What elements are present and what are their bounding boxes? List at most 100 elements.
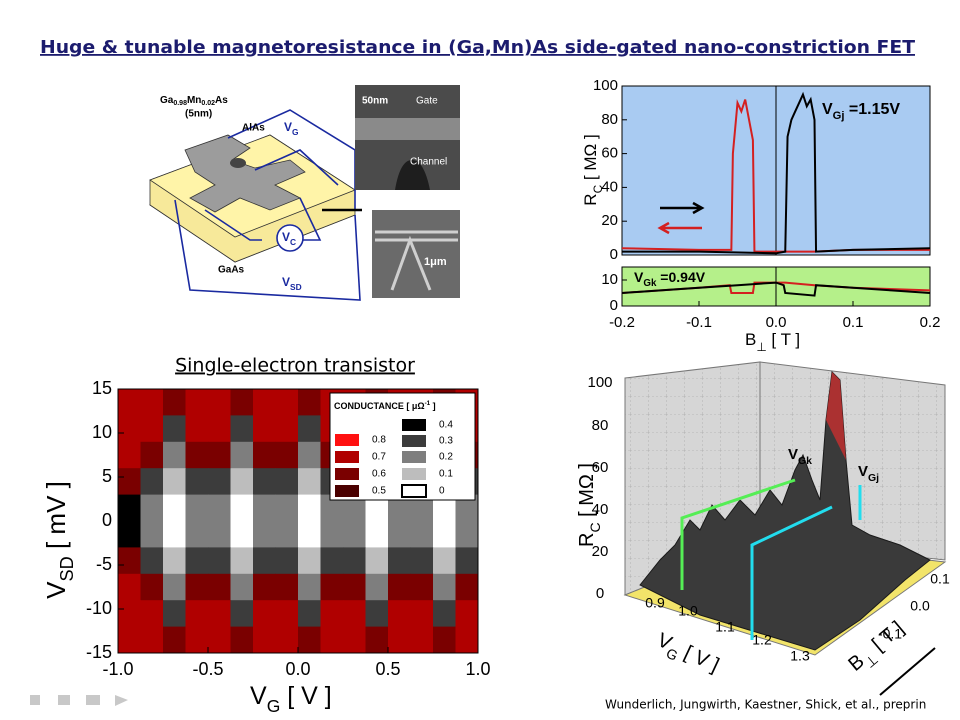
wires [174, 109, 362, 301]
heat-cell [298, 547, 321, 575]
heat-cell [185, 468, 209, 496]
text-part: -1 [425, 400, 431, 407]
x-tick-label: -0.5 [192, 659, 223, 679]
heat-cell [208, 389, 231, 416]
text-part: =1.15V [844, 101, 900, 118]
y-tick-label: -5 [96, 554, 112, 574]
heat-cell [320, 626, 344, 654]
heat-cell [163, 573, 186, 601]
heat-cell [230, 468, 254, 496]
text-part: Gj [868, 472, 879, 484]
heat-cell [410, 521, 434, 548]
legend-label: 0.3 [439, 436, 453, 447]
heat-cell [230, 494, 254, 522]
x-tick-label: 0.0 [285, 659, 310, 679]
heat-cell [365, 521, 389, 548]
heat-cell [298, 573, 321, 601]
heat-cell [433, 600, 456, 628]
z-tick-label: 60 [592, 459, 609, 476]
heat-cell [185, 441, 209, 469]
y-tick-label: -10 [86, 598, 112, 618]
text-part: As [215, 95, 228, 106]
panel-title: Single-electron transistor [175, 355, 415, 377]
y-tick-label: 10 [92, 422, 112, 442]
text-part: [ MΩ ] [576, 463, 598, 522]
y-axis-label: VSD [ mV ] [41, 481, 77, 599]
data-line [621, 99, 930, 253]
legend-swatch [402, 468, 426, 480]
heat-cell [253, 547, 276, 575]
x-axis-label: VG [ V ] [652, 629, 722, 681]
heat-cell [298, 626, 321, 654]
text-part: Mn [187, 95, 201, 106]
annotation: VGj =1.15V [822, 101, 900, 122]
legend-swatch [335, 451, 359, 463]
z-tick-label: 100 [587, 374, 612, 391]
heat-cell [275, 521, 299, 548]
y-tick-label: 20 [601, 212, 618, 229]
heat-cell [140, 468, 164, 496]
heat-cell [455, 626, 479, 654]
heat-cell [253, 573, 276, 601]
y-tick-label: -0.1 [878, 626, 902, 642]
y-tick-label: 0 [610, 246, 618, 263]
legend-arrow [660, 201, 705, 215]
legend-swatch [402, 419, 426, 431]
heat-cell [253, 441, 276, 469]
heat-cell [275, 441, 299, 469]
y-tick-label: 0 [102, 510, 112, 530]
text-part: Gk [643, 278, 657, 289]
heat-cell [163, 415, 186, 443]
x-tick-label: 1.1 [715, 619, 735, 635]
heat-cell [433, 494, 456, 522]
text-part: V [282, 230, 290, 244]
heat-cell [230, 547, 254, 575]
heat-cell [163, 441, 186, 469]
heat-cell [208, 573, 231, 601]
heat-cell [140, 389, 164, 416]
heat-cell [320, 494, 344, 522]
heat-cell [208, 521, 231, 548]
heat-cell [140, 494, 164, 522]
content: Huge & tunable magnetoresistance in (Ga,… [30, 37, 950, 716]
heat-cell [253, 626, 276, 654]
legend-arrow [657, 221, 702, 235]
heat-cell [365, 573, 389, 601]
heat-cell [163, 468, 186, 496]
heat-cell [275, 600, 299, 628]
heat-cell [208, 494, 231, 522]
heat-cell [253, 494, 276, 522]
heat-cell [208, 600, 231, 628]
heat-cell [298, 468, 321, 496]
heat-cell [185, 415, 209, 443]
sem-scale-bottom: 1μm [424, 256, 447, 268]
heat-cell [410, 547, 434, 575]
heat-cell [388, 573, 411, 601]
x-tick-label: 1.3 [790, 648, 810, 664]
heat-cell [118, 521, 141, 548]
heat-cell [433, 521, 456, 548]
channel-voltage-label: VC [282, 230, 296, 247]
layer-label: Ga0.98Mn0.02As [160, 95, 228, 108]
heat-cell [118, 415, 141, 443]
z-tick-label: 80 [592, 417, 609, 434]
text-part: B [745, 330, 756, 349]
y-tick-label: 10 [601, 271, 618, 288]
x-tick-label: -0.1 [686, 314, 712, 331]
heat-cell [343, 521, 366, 548]
heat-cell [455, 494, 479, 522]
y-tick-label: 0 [610, 297, 618, 314]
legend-label: 0.8 [372, 435, 386, 446]
heat-cell [343, 547, 366, 575]
legend-title: CONDUCTANCE [ μΩ-1 ] [334, 400, 436, 411]
text-part: SD [290, 282, 302, 292]
legend-label: 0.2 [439, 452, 453, 463]
heat-cell [410, 494, 434, 522]
surface-annotation: VGk [788, 446, 812, 467]
heat-cell [433, 547, 456, 575]
heat-cell [230, 573, 254, 601]
barrier-label: AlAs [242, 123, 265, 134]
gate-voltage-label: VG [284, 120, 299, 137]
legend-swatch [335, 434, 359, 446]
